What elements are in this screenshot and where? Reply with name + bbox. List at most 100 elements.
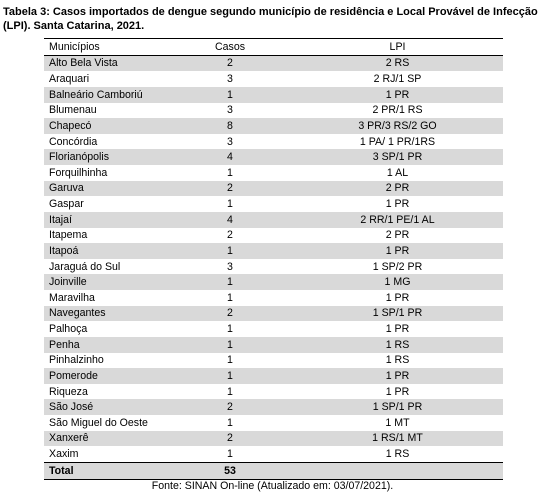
table-row: Balneário Camboriú 1 1 PR bbox=[44, 86, 503, 103]
table-row: Itapema 2 2 PR bbox=[44, 228, 503, 244]
municipio-cell: Maravilha bbox=[49, 291, 95, 304]
municipio-cell: Joinville bbox=[44, 274, 168, 290]
table-row: Florianópolis 4 3 SP/1 PR bbox=[44, 149, 503, 165]
lpi-cell: 1 PR bbox=[385, 323, 410, 336]
lpi-cell: 1 RS bbox=[385, 354, 410, 367]
casos-cell: 1 bbox=[168, 274, 292, 290]
municipio-cell: Chapecó bbox=[44, 118, 168, 134]
table-row: Alto Bela Vista 2 2 RS bbox=[44, 55, 503, 72]
municipio-cell: São Miguel do Oeste bbox=[49, 416, 148, 429]
table-row: Chapecó 8 3 PR/3 RS/2 GO bbox=[44, 118, 503, 134]
lpi-cell: 2 RS bbox=[292, 55, 503, 72]
table-row: Gaspar 1 1 PR bbox=[44, 196, 503, 212]
lpi-cell: 1 SP/1 PR bbox=[292, 399, 503, 415]
table-row: Maravilha 1 1 PR bbox=[44, 290, 503, 306]
casos-cell: 1 bbox=[227, 448, 233, 461]
casos-cell: 1 bbox=[227, 354, 233, 367]
lpi-cell: 3 PR/3 RS/2 GO bbox=[292, 118, 503, 134]
source-note: Fonte: SINAN On-line (Atualizado em: 03/… bbox=[151, 480, 394, 492]
casos-cell: 1 bbox=[227, 166, 233, 179]
total-casos: 53 bbox=[168, 461, 292, 480]
casos-cell: 2 bbox=[168, 305, 292, 322]
lpi-cell: 1 RS bbox=[385, 448, 410, 461]
casos-cell: 4 bbox=[168, 149, 292, 165]
municipio-cell: Penha bbox=[44, 336, 168, 353]
table-row: Blumenau 3 2 PR/1 RS bbox=[44, 103, 503, 119]
municipio-cell: Gaspar bbox=[49, 198, 84, 211]
table-row: Forquilhinha 1 1 AL bbox=[44, 165, 503, 181]
lpi-cell: 1 PR bbox=[292, 86, 503, 103]
municipio-cell: Concórdia bbox=[49, 135, 98, 148]
municipio-cell: Florianópolis bbox=[44, 149, 168, 165]
casos-cell: 8 bbox=[168, 118, 292, 134]
casos-cell: 2 bbox=[227, 229, 233, 242]
table-row: Pomerode 1 1 PR bbox=[44, 368, 503, 384]
table-row: Jaraguá do Sul 3 1 SP/2 PR bbox=[44, 259, 503, 275]
municipio-cell: Xanxerê bbox=[44, 430, 168, 447]
table-row: Palhoça 1 1 PR bbox=[44, 321, 503, 337]
casos-cell: 4 bbox=[168, 211, 292, 228]
lpi-cell: 2 RJ/1 SP bbox=[373, 73, 422, 86]
table-row: Joinville 1 1 MG bbox=[44, 274, 503, 290]
casos-cell: 3 bbox=[227, 104, 233, 117]
casos-cell: 1 bbox=[227, 385, 233, 398]
casos-cell: 1 bbox=[168, 243, 292, 259]
casos-cell: 1 bbox=[227, 291, 233, 304]
table-row: Pinhalzinho 1 1 RS bbox=[44, 353, 503, 369]
municipio-cell: Araquari bbox=[49, 73, 90, 86]
casos-cell: 2 bbox=[168, 430, 292, 447]
lpi-cell: 1 PR bbox=[385, 198, 410, 211]
table-row: Penha 1 1 RS bbox=[44, 336, 503, 353]
total-row: Total 53 bbox=[44, 461, 503, 480]
table-row: Garuva 2 2 PR bbox=[44, 180, 503, 197]
casos-cell: 3 bbox=[227, 73, 233, 86]
table-row: Araquari 3 2 RJ/1 SP bbox=[44, 71, 503, 87]
table-body: Alto Bela Vista 2 2 RS Araquari 3 2 RJ/1 SP Ba… bbox=[44, 55, 503, 462]
casos-cell: 1 bbox=[168, 86, 292, 103]
municipio-cell: São José bbox=[44, 399, 168, 415]
table-title: Tabela 3: Casos importados de dengue seg… bbox=[3, 6, 538, 32]
municipio-cell: Palhoça bbox=[49, 323, 88, 336]
lpi-cell: 2 PR bbox=[385, 229, 410, 242]
municipio-cell: Alto Bela Vista bbox=[44, 55, 168, 72]
table-row: Riqueza 1 1 PR bbox=[44, 384, 503, 400]
lpi-cell: 1 PR bbox=[292, 368, 503, 384]
header-casos: Casos bbox=[168, 38, 292, 56]
table-row: Itapoá 1 1 PR bbox=[44, 243, 503, 259]
municipio-cell: Garuva bbox=[44, 180, 168, 197]
lpi-cell: 3 SP/1 PR bbox=[292, 149, 503, 165]
casos-cell: 1 bbox=[227, 198, 233, 211]
municipio-cell: Xaxim bbox=[49, 448, 79, 461]
municipio-cell: Riqueza bbox=[49, 385, 88, 398]
header-municipios: Municípios bbox=[44, 38, 168, 56]
casos-cell: 2 bbox=[168, 180, 292, 197]
municipio-cell: Itapoá bbox=[44, 243, 168, 259]
lpi-cell: 1 PR bbox=[292, 243, 503, 259]
municipio-cell: Balneário Camboriú bbox=[44, 86, 168, 103]
lpi-cell: 1 PR bbox=[385, 385, 410, 398]
lpi-cell: 1 PR bbox=[385, 291, 410, 304]
municipio-cell: Blumenau bbox=[49, 104, 97, 117]
municipio-cell: Forquilhinha bbox=[49, 166, 108, 179]
table-row: Concórdia 3 1 PA/ 1 PR/1RS bbox=[44, 134, 503, 150]
municipio-cell: Itajaí bbox=[44, 211, 168, 228]
casos-cell: 2 bbox=[168, 55, 292, 72]
municipio-cell: Jaraguá do Sul bbox=[49, 260, 121, 273]
table-row: Navegantes 2 1 SP/1 PR bbox=[44, 305, 503, 322]
lpi-cell: 1 RS/1 MT bbox=[292, 430, 503, 447]
table-row: Xanxerê 2 1 RS/1 MT bbox=[44, 430, 503, 447]
dengue-cases-table: Municípios Casos LPI Alto Bela Vista 2 2 R… bbox=[44, 38, 503, 480]
casos-cell: 3 bbox=[227, 260, 233, 273]
lpi-cell: 1 AL bbox=[386, 166, 409, 179]
municipio-cell: Navegantes bbox=[44, 305, 168, 322]
lpi-cell: 1 RS bbox=[292, 336, 503, 353]
casos-cell: 2 bbox=[168, 399, 292, 415]
total-label: Total bbox=[44, 461, 168, 480]
header-lpi: LPI bbox=[292, 38, 503, 56]
lpi-cell: 1 PA/ 1 PR/1RS bbox=[359, 135, 436, 148]
lpi-cell: 1 MG bbox=[292, 274, 503, 290]
municipio-cell: Itapema bbox=[49, 229, 88, 242]
lpi-cell: 1 SP/2 PR bbox=[372, 260, 423, 273]
total-lpi bbox=[292, 461, 503, 480]
lpi-cell: 2 PR bbox=[292, 180, 503, 197]
